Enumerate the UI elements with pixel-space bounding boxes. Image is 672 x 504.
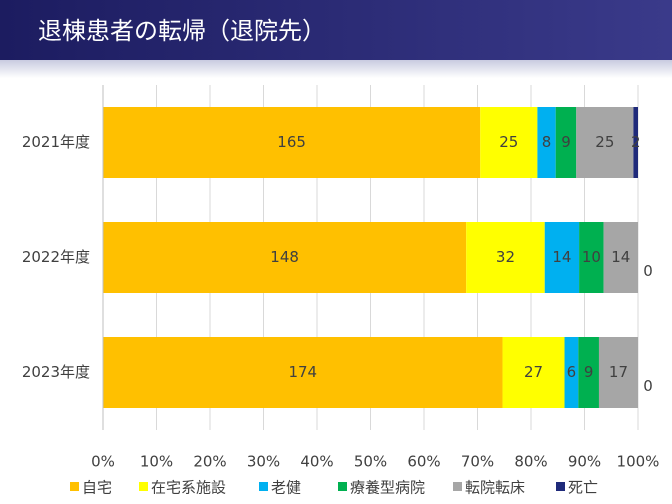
data-label: 0 bbox=[643, 262, 653, 280]
legend-label: 在宅系施設 bbox=[151, 479, 226, 497]
title-shadow bbox=[0, 60, 672, 78]
x-tick-label: 70% bbox=[461, 453, 494, 471]
x-tick-label: 10% bbox=[140, 453, 173, 471]
bar-segment bbox=[564, 337, 579, 408]
data-label: 2 bbox=[631, 133, 641, 151]
x-tick-label: 30% bbox=[247, 453, 280, 471]
bar-segment bbox=[103, 222, 467, 293]
data-label: 0 bbox=[643, 377, 653, 395]
bar-segment bbox=[103, 107, 481, 178]
x-tick-label: 100% bbox=[617, 453, 660, 471]
legend-label: 療養型病院 bbox=[350, 479, 425, 497]
data-label: 14 bbox=[552, 248, 571, 266]
y-tick-label: 2022年度 bbox=[22, 248, 90, 266]
bar-segment bbox=[544, 222, 580, 293]
data-label: 27 bbox=[524, 363, 543, 381]
x-tick-label: 60% bbox=[407, 453, 440, 471]
data-label: 14 bbox=[611, 248, 630, 266]
data-label: 10 bbox=[582, 248, 601, 266]
legend-label: 老健 bbox=[271, 479, 301, 497]
legend-swatch bbox=[338, 482, 347, 491]
legend-swatch bbox=[139, 482, 148, 491]
data-label: 165 bbox=[277, 133, 306, 151]
title-banner bbox=[0, 0, 672, 60]
bar-segment bbox=[103, 337, 503, 408]
bar-segment bbox=[576, 107, 634, 178]
x-tick-label: 0% bbox=[91, 453, 115, 471]
bar-segment bbox=[633, 107, 638, 178]
data-label: 25 bbox=[499, 133, 518, 151]
legend-swatch bbox=[453, 482, 462, 491]
bar-segment bbox=[555, 107, 577, 178]
chart-title: 退棟患者の転帰（退院先） bbox=[38, 17, 326, 45]
x-tick-label: 80% bbox=[514, 453, 547, 471]
x-tick-label: 40% bbox=[300, 453, 333, 471]
y-tick-label: 2021年度 bbox=[22, 133, 90, 151]
legend-label: 転院転床 bbox=[465, 479, 525, 497]
bar-segment bbox=[603, 222, 638, 293]
bar-segment bbox=[579, 222, 604, 293]
data-label: 174 bbox=[288, 363, 317, 381]
data-label: 148 bbox=[270, 248, 299, 266]
legend-label: 自宅 bbox=[82, 479, 112, 497]
legend-swatch bbox=[259, 482, 268, 491]
x-tick-label: 90% bbox=[568, 453, 601, 471]
legend-label: 死亡 bbox=[568, 479, 598, 497]
data-label: 9 bbox=[584, 363, 594, 381]
bar-segment bbox=[466, 222, 545, 293]
bar-segment bbox=[578, 337, 599, 408]
data-label: 6 bbox=[567, 363, 577, 381]
y-tick-label: 2023年度 bbox=[22, 363, 90, 381]
data-label: 17 bbox=[609, 363, 628, 381]
x-tick-label: 20% bbox=[193, 453, 226, 471]
bar-segment bbox=[480, 107, 538, 178]
legend-swatch bbox=[70, 482, 79, 491]
data-label: 32 bbox=[496, 248, 515, 266]
bar-segment bbox=[537, 107, 556, 178]
data-label: 25 bbox=[595, 133, 614, 151]
legend-swatch bbox=[556, 482, 565, 491]
bar-segment bbox=[502, 337, 565, 408]
bar-segment bbox=[598, 337, 638, 408]
data-label: 9 bbox=[561, 133, 571, 151]
x-tick-label: 50% bbox=[354, 453, 387, 471]
data-label: 8 bbox=[542, 133, 552, 151]
